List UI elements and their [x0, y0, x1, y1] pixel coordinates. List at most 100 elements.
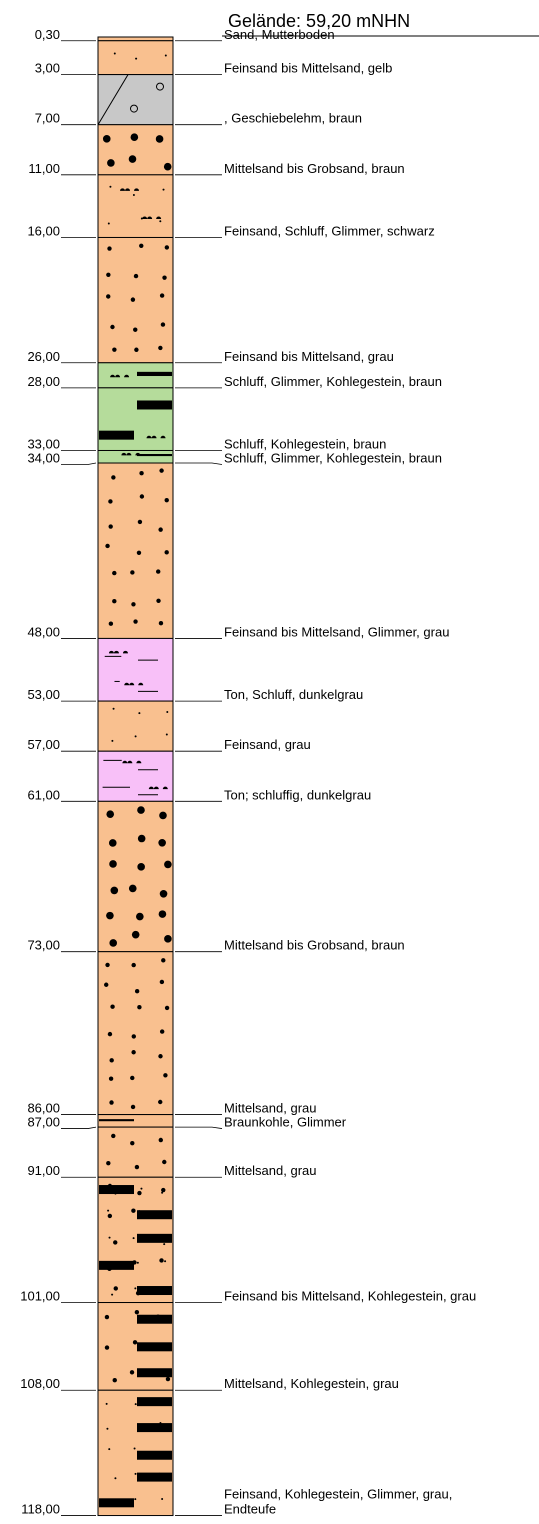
grain — [107, 1213, 113, 1219]
grain — [137, 1190, 142, 1196]
grain — [129, 1370, 135, 1375]
grain — [104, 1345, 110, 1350]
grain — [165, 1376, 171, 1382]
grain — [134, 1472, 137, 1475]
layer — [97, 800, 174, 953]
depth-label: 33,00 — [27, 436, 60, 451]
silt-grain — [124, 682, 130, 686]
grain — [166, 710, 169, 713]
coal-band — [137, 1314, 172, 1324]
grain — [109, 1100, 114, 1105]
depth-label: 0,30 — [35, 27, 60, 42]
layer — [97, 174, 174, 238]
grain — [108, 621, 114, 626]
grain — [165, 733, 168, 736]
layer-pattern — [102, 759, 168, 796]
grain — [109, 185, 112, 188]
grain — [110, 886, 119, 895]
till-line — [97, 74, 129, 125]
grain — [130, 1075, 135, 1081]
labels: 0,30 Sand, Mutterboden 3,00 Feinsand bis Mi… — [20, 27, 476, 1517]
silt-grain — [142, 216, 148, 220]
depth-label: 16,00 — [27, 223, 60, 238]
layer — [97, 40, 174, 76]
coal-band — [99, 1119, 134, 1122]
grain — [163, 1243, 166, 1246]
grain — [111, 1133, 116, 1139]
description-leader — [175, 462, 223, 465]
depth-label: 108,00 — [20, 1376, 60, 1391]
grain — [137, 806, 145, 814]
silt-grain — [148, 786, 154, 790]
grain — [137, 1004, 142, 1010]
coal-band — [137, 454, 172, 457]
depth-leader — [61, 1126, 97, 1129]
grain — [137, 863, 145, 871]
silt-grain — [127, 760, 133, 764]
grain — [132, 194, 135, 197]
grain — [111, 475, 116, 480]
grain — [156, 569, 161, 574]
grain — [112, 347, 117, 352]
grain — [108, 499, 113, 504]
silt-grain — [129, 682, 135, 686]
grain — [107, 1209, 110, 1212]
silt-grain — [110, 374, 116, 378]
layer-pattern — [99, 1183, 172, 1296]
layer-description: Feinsand bis Mittelsand, Kohlegestein, g… — [224, 1289, 476, 1304]
grain — [140, 1187, 143, 1190]
grain — [108, 1076, 114, 1081]
grain — [158, 1137, 163, 1143]
grain — [134, 988, 140, 994]
grain — [131, 962, 136, 968]
grain — [164, 935, 172, 943]
layer-description: Feinsand bis Mittelsand, grau — [224, 349, 394, 364]
layer-description: Feinsand, grau — [224, 737, 311, 752]
grain — [164, 54, 167, 57]
grain — [108, 1448, 111, 1451]
layer-description: Schluff, Kohlegestein, braun — [224, 436, 386, 451]
depth-label: 28,00 — [27, 374, 60, 389]
depth-label: 57,00 — [27, 737, 60, 752]
layer-pattern — [113, 52, 167, 60]
grain — [155, 135, 164, 143]
grain — [164, 550, 169, 555]
silt-grain — [151, 435, 157, 439]
silt-grain — [162, 786, 168, 790]
grain — [134, 1164, 140, 1170]
coal-band — [137, 400, 172, 410]
layer-pattern — [99, 400, 172, 440]
grain — [134, 1309, 140, 1315]
grain — [159, 979, 165, 985]
grain — [107, 246, 112, 251]
grain — [106, 1427, 109, 1430]
silt-grain — [108, 650, 114, 654]
grain — [134, 1403, 137, 1406]
layer-description: Ton, Schluff, dunkelgrau — [224, 687, 363, 702]
grain — [163, 162, 172, 171]
grain — [159, 293, 165, 298]
depth-label: 26,00 — [27, 349, 60, 364]
grain — [112, 1378, 117, 1383]
grain — [162, 1159, 167, 1165]
grain — [159, 220, 162, 223]
description-leader — [175, 1126, 223, 1129]
coal-band — [137, 1450, 172, 1460]
coal-band — [137, 1472, 172, 1482]
grain — [137, 834, 146, 843]
grain — [130, 1140, 135, 1146]
layer — [97, 637, 174, 702]
grain — [134, 735, 137, 738]
grain — [130, 1104, 136, 1110]
grain — [111, 739, 114, 742]
grain — [106, 810, 115, 818]
grain — [128, 884, 137, 893]
layer-pattern — [105, 468, 169, 626]
grain — [130, 133, 139, 142]
grain — [161, 1187, 166, 1193]
layer — [97, 387, 174, 451]
grain — [109, 939, 118, 947]
depth-label: 61,00 — [27, 787, 60, 802]
